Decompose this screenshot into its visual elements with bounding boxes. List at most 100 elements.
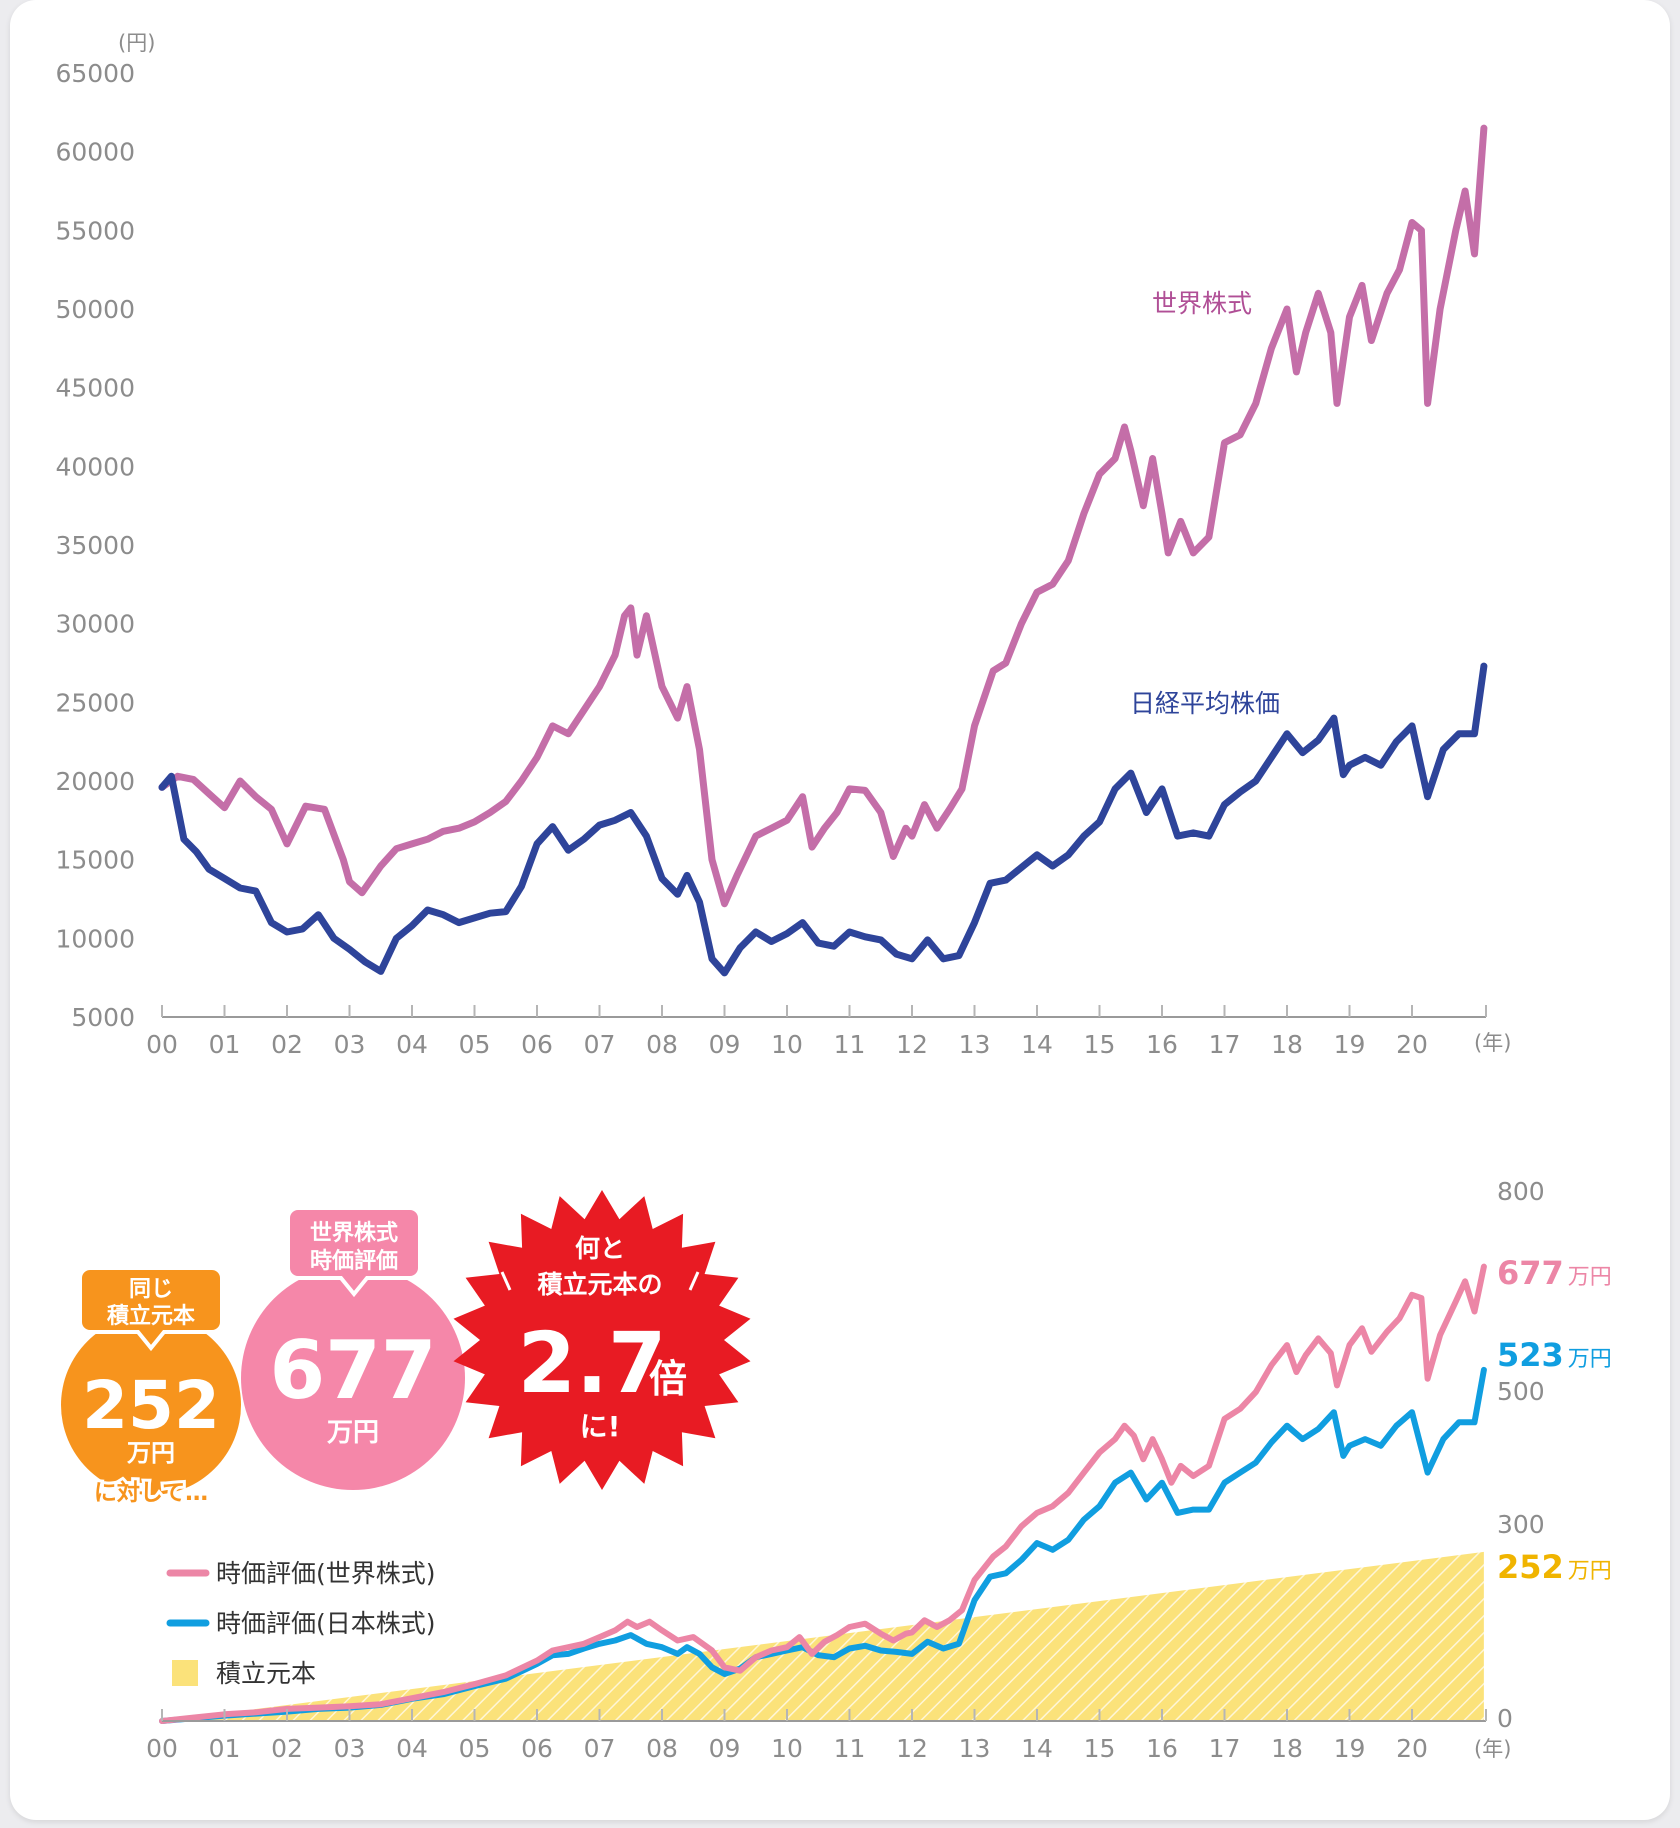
top-x-tick-label: 05: [459, 1030, 491, 1059]
top-y-tick-label: 45000: [55, 374, 135, 403]
top-y-tick-label: 65000: [55, 59, 135, 88]
top-x-tick-label: 18: [1271, 1030, 1303, 1059]
series-world-eval-line: [159, 1263, 1487, 1724]
end-label-japan: 523 万円: [1497, 1336, 1612, 1374]
legend-principal-swatch: [172, 1660, 198, 1686]
badge-principal-tab-line1: 同じ: [129, 1277, 173, 1302]
top-x-tick-label: 19: [1334, 1030, 1366, 1059]
burst-deco-left: [500, 1271, 512, 1291]
bottom-y-tick-label: 800: [1497, 1177, 1545, 1206]
top-x-tick-label: 02: [271, 1030, 303, 1059]
top-x-tick-label: 11: [834, 1030, 866, 1059]
bottom-x-tick-label: 10: [771, 1734, 803, 1763]
badge-world-circle: [241, 1266, 465, 1490]
top-x-tick-label: 01: [209, 1030, 241, 1059]
bottom-x-tick-label: 04: [396, 1734, 428, 1763]
label-nikkei: 日経平均株価: [1130, 689, 1280, 718]
top-y-tick-label: 35000: [55, 531, 135, 560]
legend-japan-label: 時価評価(日本株式): [216, 1609, 436, 1638]
burst-line1: 何と: [575, 1234, 625, 1263]
badge-burst: 何と 積立元本の 2.7 倍 に!: [453, 1190, 751, 1490]
legend-principal-label: 積立元本: [216, 1659, 316, 1688]
badge-world-tab-line1: 世界株式: [310, 1221, 398, 1246]
burst-shape: [453, 1190, 751, 1490]
bottom-x-tick-label: 01: [209, 1734, 241, 1763]
series-world-line: [158, 124, 1488, 908]
bottom-x-tick-label: 00: [146, 1734, 178, 1763]
top-y-tick-label: 20000: [55, 767, 135, 796]
top-x-tick-label: 13: [959, 1030, 991, 1059]
series-nikkei-line: [158, 662, 1488, 977]
bottom-x-tick-label: 16: [1146, 1734, 1178, 1763]
burst-value: 2.7: [518, 1314, 667, 1412]
top-x-tick-label: 16: [1146, 1030, 1178, 1059]
legend: 時価評価(世界株式) 時価評価(日本株式) 積立元本: [166, 1559, 436, 1688]
burst-line2: 積立元本の: [537, 1270, 662, 1299]
top-y-tick-label: 25000: [55, 688, 135, 717]
top-x-tick-label: 14: [1021, 1030, 1053, 1059]
top-x-tick-label: 10: [771, 1030, 803, 1059]
bottom-chart: 00 01 02 03 04 05 06 07 08 09 10 11 12 13 14 15 16 17 18 19…: [146, 1177, 1612, 1763]
top-chart: (円) 65000 60000 55000 50000 45000 40000 35000 3…: [55, 31, 1511, 1059]
top-y-tick-label: 50000: [55, 295, 135, 324]
top-x-tick-label: 03: [334, 1030, 366, 1059]
top-x-tick-label: 04: [396, 1030, 428, 1059]
badge-principal: 同じ 積立元本 252 万円 に対して…: [61, 1266, 241, 1509]
top-x-tick-label: 20: [1396, 1030, 1428, 1059]
burst-line3: に!: [580, 1410, 621, 1443]
top-y-tick-label: 55000: [55, 216, 135, 245]
badge-world-unit: 万円: [327, 1418, 379, 1448]
bottom-x-tick-label: 11: [834, 1734, 866, 1763]
top-y-ticks: 65000 60000 55000 50000 45000 40000 35000 30000…: [55, 59, 135, 1032]
bottom-x-tick-label: 05: [459, 1734, 491, 1763]
top-x-tick-label: 09: [709, 1030, 741, 1059]
top-x-tick-label: 12: [896, 1030, 928, 1059]
chart-card: (円) 65000 60000 55000 50000 45000 40000 35000 3…: [10, 0, 1670, 1820]
bottom-x-tick-label: 17: [1209, 1734, 1241, 1763]
bottom-x-tick-label: 15: [1084, 1734, 1116, 1763]
top-y-tick-label: 10000: [55, 924, 135, 953]
top-x-tick-label: 17: [1209, 1030, 1241, 1059]
top-y-tick-label: 40000: [55, 452, 135, 481]
legend-world-label: 時価評価(世界株式): [216, 1559, 436, 1588]
top-y-tick-label: 5000: [71, 1003, 135, 1032]
top-x-tick-label: 00: [146, 1030, 178, 1059]
bottom-y-ticks: 800 500 300 0: [1497, 1177, 1545, 1733]
top-x-tick-label: 15: [1084, 1030, 1116, 1059]
badge-principal-tab-line2: 積立元本: [107, 1303, 195, 1329]
end-label-principal: 252 万円: [1497, 1548, 1612, 1586]
top-y-tick-label: 15000: [55, 846, 135, 875]
badge-world: 世界株式 時価評価 677 万円: [241, 1206, 465, 1490]
top-y-tick-label: 60000: [55, 138, 135, 167]
bottom-x-tick-label: 20: [1396, 1734, 1428, 1763]
principal-area: [162, 1551, 1484, 1721]
badge-world-tab-line2: 時価評価: [310, 1248, 398, 1274]
chart-canvas: (円) 650006000055000500004500040000350003…: [55, 31, 1612, 1763]
label-world: 世界株式: [1152, 289, 1252, 318]
bottom-x-tick-label: 08: [646, 1734, 678, 1763]
top-x-tick-label: 07: [584, 1030, 616, 1059]
badge-principal-caption: に対して…: [94, 1480, 208, 1506]
bottom-x-tick-label: 03: [334, 1734, 366, 1763]
badge-principal-circle: [61, 1315, 241, 1495]
burst-deco-right: [688, 1271, 700, 1291]
badge-world-value: 677: [270, 1324, 437, 1417]
bottom-y-tick-label: 300: [1497, 1510, 1545, 1539]
top-y-tick-label: 30000: [55, 610, 135, 639]
bottom-x-tick-label: 09: [709, 1734, 741, 1763]
bottom-x-tick-label: 18: [1271, 1734, 1303, 1763]
bottom-y-tick-label: 500: [1497, 1377, 1545, 1406]
top-x-tick-label: 06: [521, 1030, 553, 1059]
bottom-x-tick-label: 19: [1334, 1734, 1366, 1763]
top-y-unit: (円): [118, 31, 155, 55]
badge-world-tab: [286, 1206, 422, 1298]
bottom-x-tick-label: 07: [584, 1734, 616, 1763]
series-japan-eval-line: [159, 1366, 1487, 1724]
bottom-x-tick-label: 06: [521, 1734, 553, 1763]
bottom-x-tick-label: 02: [271, 1734, 303, 1763]
bottom-y-tick-label: 0: [1497, 1704, 1513, 1733]
end-label-world: 677 万円: [1497, 1254, 1612, 1292]
top-x-unit: (年): [1474, 1031, 1511, 1055]
bottom-x-ticks: 00 01 02 03 04 05 06 07 08 09 10 11 12 13 14 15 16 17 18 19…: [146, 1709, 1487, 1763]
burst-suffix: 倍: [649, 1357, 687, 1401]
